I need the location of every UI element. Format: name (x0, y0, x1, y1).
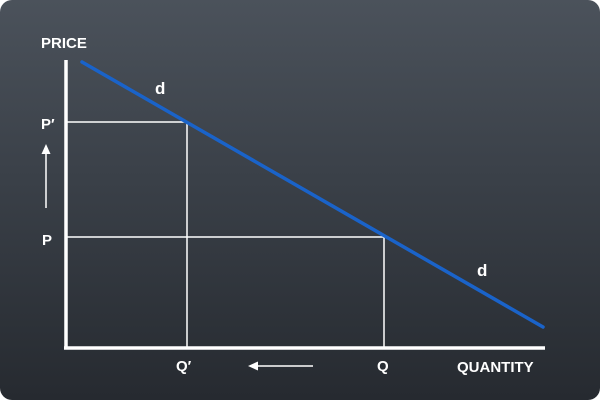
quantity-label: Q (377, 358, 389, 375)
quantity-low-label: Q′ (176, 358, 192, 375)
y-axis-label: PRICE (41, 35, 87, 52)
demand-curve (80, 60, 545, 329)
price-label: P (42, 232, 52, 249)
x-axis-label: QUANTITY (457, 359, 534, 376)
curve-label-top: d (155, 79, 165, 98)
arrow-up-icon (41, 144, 51, 208)
curve-label-bottom: d (477, 261, 487, 280)
price-high-label: P′ (41, 116, 55, 133)
arrow-left-icon (248, 361, 313, 371)
